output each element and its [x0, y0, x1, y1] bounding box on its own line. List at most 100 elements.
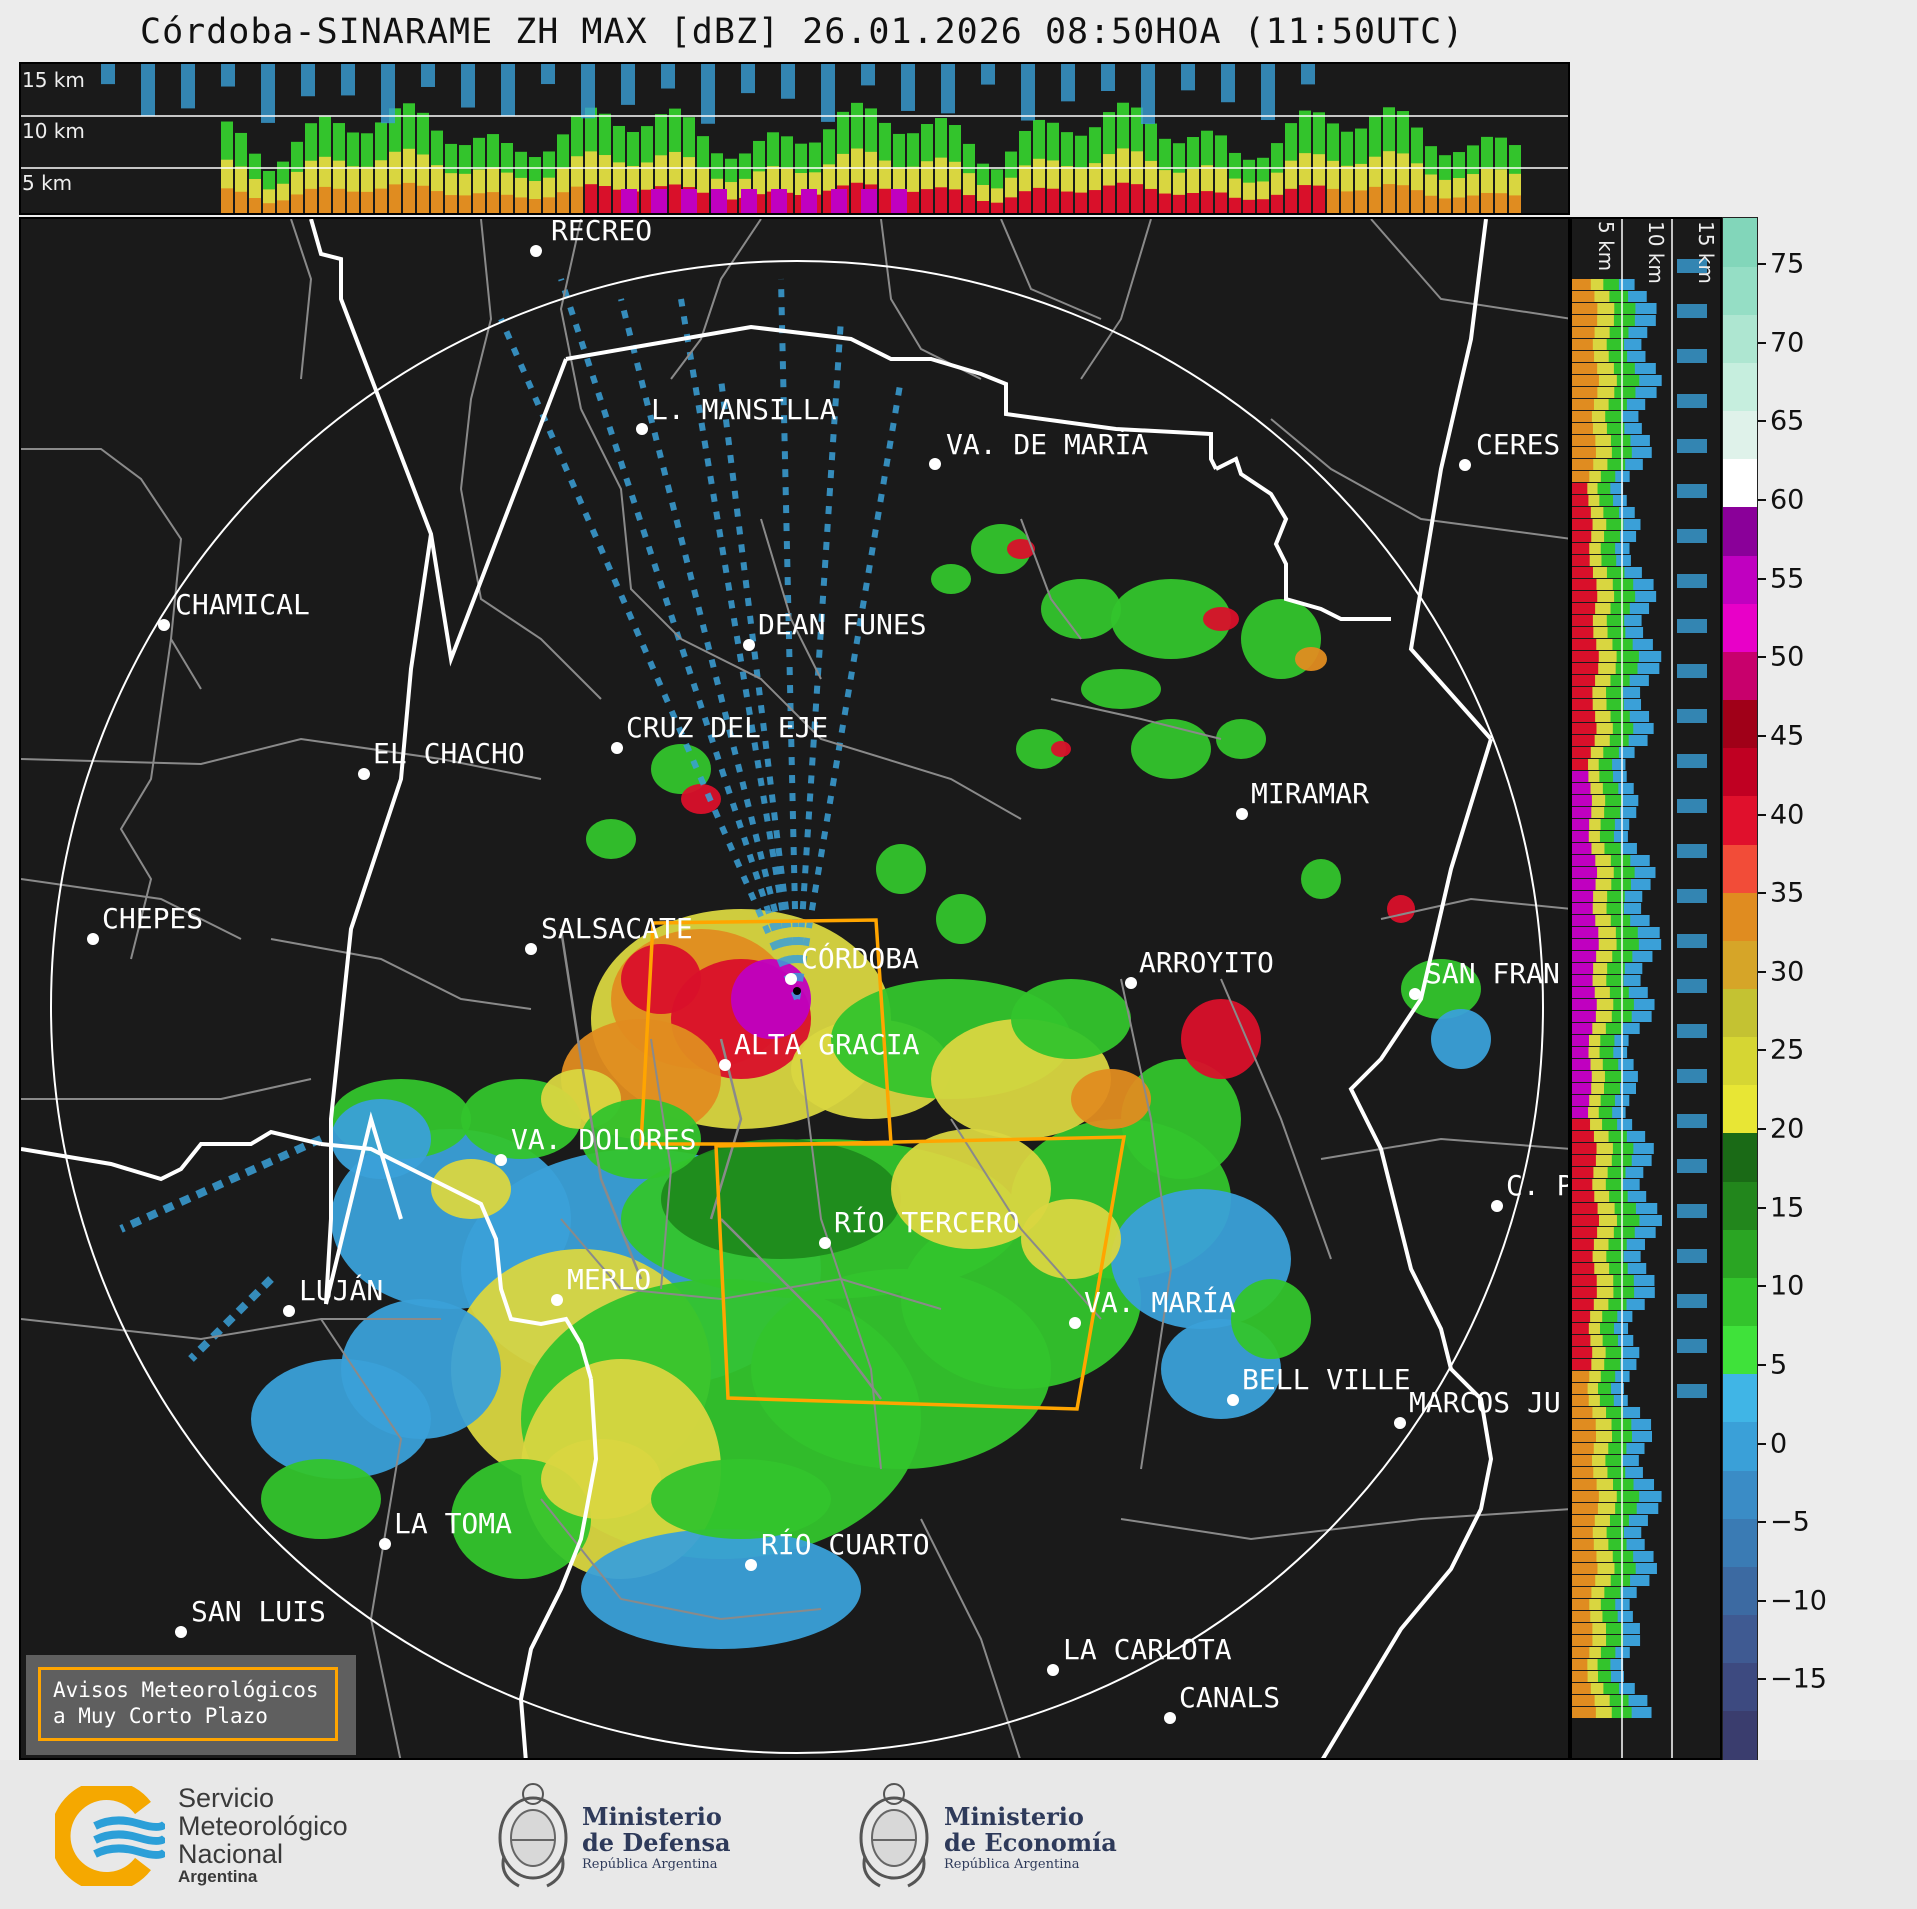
defensa-line1: Ministerio: [582, 1802, 722, 1831]
colorbar-tick-label: −5: [1770, 1506, 1810, 1538]
colorbar-segment: [1723, 651, 1757, 701]
city-dot: [719, 1059, 731, 1071]
range-ring: [50, 260, 1544, 1754]
city-dot: [1491, 1200, 1503, 1212]
city-label: C. P: [1506, 1169, 1570, 1202]
city-dot: [495, 1154, 507, 1166]
footer-logos: Servicio Meteorológico Nacional Argentin…: [0, 1760, 1917, 1909]
city-label: RÍO TERCERO: [834, 1205, 1019, 1239]
city-marker: SAN LUIS: [175, 1595, 326, 1638]
colorbar-segment: [1723, 1325, 1757, 1375]
defensa-line2: de Defensa: [582, 1828, 731, 1857]
city-label: BELL VILLE: [1242, 1363, 1411, 1396]
city-label: SAN LUIS: [191, 1595, 326, 1628]
smn-line4: Argentina: [178, 1867, 258, 1886]
colorbar-segment: [1723, 988, 1757, 1038]
province-borders: [21, 219, 1494, 1758]
colorbar-segment: [1723, 1518, 1757, 1567]
city-marker: BELL VILLE: [1227, 1363, 1411, 1406]
colorbar-segment: [1723, 1566, 1757, 1616]
city-label: CÓRDOBA: [801, 941, 919, 975]
city-dot: [785, 973, 797, 985]
colorbar-tick-mark: [1758, 1363, 1766, 1366]
city-dot: [929, 458, 941, 470]
city-marker: CÓRDOBA: [785, 941, 919, 985]
city-dot: [819, 1237, 831, 1249]
colorbar-tick-mark: [1758, 970, 1766, 973]
city-dot: [1047, 1664, 1059, 1676]
colorbar-tick-mark: [1758, 499, 1766, 502]
city-dot: [1227, 1394, 1239, 1406]
city-marker: RÍO CUARTO: [745, 1527, 930, 1571]
colorbar-tick-mark: [1758, 734, 1766, 737]
colorbar-tick-label: 0: [1770, 1428, 1788, 1459]
city-dot: [1394, 1417, 1406, 1429]
warning-legend-line1: Avisos Meteorológicos: [53, 1678, 319, 1702]
city-dot: [1409, 988, 1421, 1000]
warning-polygons: [639, 918, 1127, 1411]
warning-legend-frame: Avisos Meteorológicos a Muy Corto Plazo: [38, 1667, 338, 1741]
colorbar-segment: [1723, 892, 1757, 941]
colorbar-segment: [1723, 1662, 1757, 1712]
top-height-profile: 15 km 10 km 5 km: [19, 62, 1570, 215]
city-marker: SAN FRAN: [1409, 957, 1560, 1000]
colorbar-segment: [1723, 410, 1757, 460]
city-dot: [636, 423, 648, 435]
city-marker: CHAMICAL: [158, 588, 310, 631]
colorbar-segment: [1723, 1229, 1757, 1278]
warning-polygon-rio-tercero: [714, 1135, 1127, 1411]
side-height-label: 15 km: [1694, 221, 1718, 284]
warning-legend: Avisos Meteorológicos a Muy Corto Plazo: [26, 1655, 356, 1755]
colorbar-tick-label: 5: [1770, 1349, 1788, 1381]
city-dot: [358, 768, 370, 780]
colorbar-tick-label: −10: [1770, 1585, 1827, 1617]
city-dot: [175, 1626, 187, 1638]
city-label: VA. MARÍA: [1084, 1285, 1236, 1319]
colorbar-segment: [1723, 218, 1757, 267]
city-label: LA TOMA: [394, 1507, 512, 1540]
radar-map: RECREO L. MANSILLA VA. DE MARÍA CERES CHAMIC…: [19, 217, 1570, 1760]
warning-legend-line2: a Muy Corto Plazo: [53, 1704, 268, 1728]
economia-line2: de Economía: [944, 1828, 1117, 1857]
city-label: CRUZ DEL EJE: [626, 711, 828, 744]
city-marker: CANALS: [1164, 1681, 1280, 1724]
city-marker: CERES: [1459, 428, 1560, 471]
city-label: SALSACATE: [541, 912, 693, 945]
city-label: VA. DE MARÍA: [946, 427, 1148, 461]
city-label: CHEPES: [102, 902, 203, 935]
city-marker: EL CHACHO: [358, 737, 525, 780]
city-marker: L. MANSILLA: [636, 393, 837, 435]
colorbar-segment: [1723, 1373, 1757, 1423]
city-dot: [1459, 459, 1471, 471]
colorbar-tick-mark: [1758, 1678, 1766, 1681]
city-label: CERES: [1476, 428, 1560, 461]
city-label: DEAN FUNES: [758, 608, 927, 641]
colorbar-segment: [1723, 1277, 1757, 1327]
colorbar-tick-label: 75: [1770, 248, 1805, 280]
city-marker: SALSACATE: [525, 912, 693, 955]
colorbar-tick-mark: [1758, 1599, 1766, 1602]
city-label: CANALS: [1179, 1681, 1280, 1714]
city-dot: [530, 245, 542, 257]
chart-title: Córdoba-SINARAME ZH MAX [dBZ] 26.01.2026…: [140, 12, 1465, 52]
city-marker: RÍO TERCERO: [819, 1205, 1019, 1249]
colorbar-tick-label: 25: [1770, 1034, 1805, 1066]
colorbar-tick-label: 10: [1770, 1270, 1805, 1302]
city-marker: LA TOMA: [379, 1507, 512, 1550]
colorbar-segment: [1723, 747, 1757, 797]
colorbar-segment: [1723, 362, 1757, 412]
smn-line1: Servicio: [178, 1783, 275, 1813]
city-label: MERLO: [567, 1263, 651, 1296]
colorbar: [1722, 217, 1758, 1760]
city-marker: LUJÁN: [283, 1273, 383, 1317]
city-dot: [87, 933, 99, 945]
colorbar-tick-mark: [1758, 656, 1766, 659]
city-label: SAN FRAN: [1425, 957, 1560, 990]
city-label: EL CHACHO: [373, 737, 525, 770]
city-dot: [745, 1559, 757, 1571]
city-marker: VA. DOLORES: [495, 1123, 696, 1166]
colorbar-tick-label: 70: [1770, 327, 1805, 359]
smn-line3: Nacional: [178, 1839, 284, 1869]
defensa-logo-text: Ministerio de Defensa República Argentin…: [582, 1804, 731, 1874]
colorbar-segment: [1723, 1036, 1757, 1086]
